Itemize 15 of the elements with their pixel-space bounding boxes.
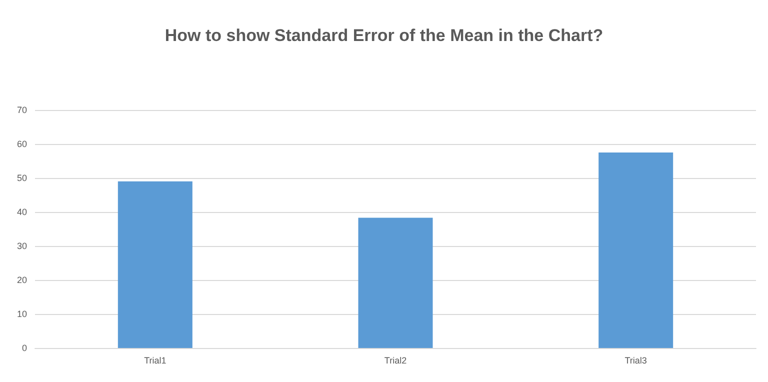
- y-tick-label: 70: [16, 105, 27, 115]
- bar: [358, 218, 433, 348]
- x-tick-label: Trial3: [624, 356, 647, 366]
- y-tick-label: 40: [16, 207, 27, 217]
- y-tick-label: 10: [16, 309, 27, 319]
- x-tick-label: Trial1: [144, 356, 166, 366]
- x-tick-label: Trial2: [384, 356, 407, 366]
- chart-title: How to show Standard Error of the Mean in the Chart?: [164, 26, 604, 45]
- bar: [118, 181, 192, 348]
- y-tick-label: 0: [22, 343, 27, 353]
- y-tick-label: 30: [16, 241, 27, 251]
- y-tick-label: 60: [16, 139, 27, 149]
- bar: [598, 152, 674, 348]
- y-tick-label: 20: [16, 275, 27, 285]
- y-tick-label: 50: [16, 173, 27, 183]
